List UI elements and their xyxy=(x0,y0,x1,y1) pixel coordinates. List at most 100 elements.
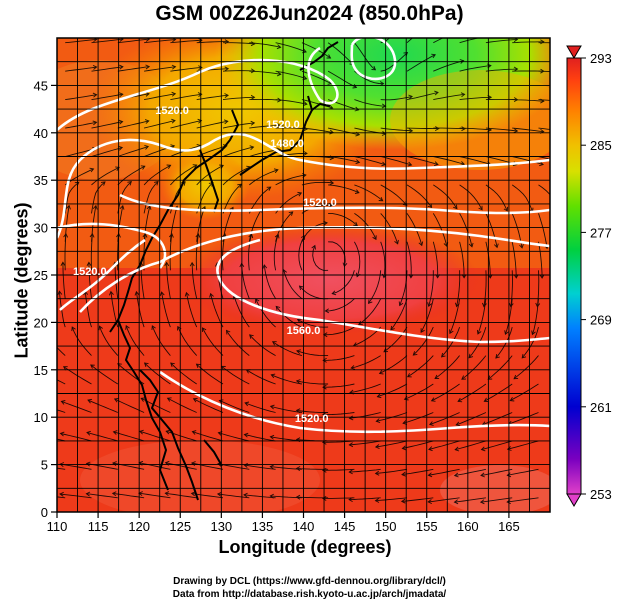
streamline xyxy=(441,326,461,358)
streamline xyxy=(406,38,414,44)
streamline xyxy=(401,468,434,476)
streamline xyxy=(84,291,92,328)
streamline xyxy=(432,241,439,278)
streamline xyxy=(193,398,224,413)
streamline-arrow xyxy=(434,90,439,96)
streamline-arrow xyxy=(165,429,171,435)
streamline-arrow xyxy=(521,353,527,359)
streamline-arrow xyxy=(250,94,256,100)
streamline-arrow xyxy=(119,38,124,42)
streamline xyxy=(144,362,171,385)
streamline-arrow xyxy=(271,341,277,346)
streamline-arrow xyxy=(481,302,487,308)
streamline xyxy=(459,127,492,131)
streamline-arrow xyxy=(493,243,499,249)
streamline xyxy=(433,93,465,101)
streamline-arrow xyxy=(390,325,395,331)
streamline-arrow xyxy=(164,491,170,497)
streamline-arrow xyxy=(85,461,91,467)
streamline-arrow xyxy=(503,206,508,212)
streamline xyxy=(390,298,408,331)
streamline-arrow xyxy=(295,466,301,471)
streamline-arrow xyxy=(127,181,132,186)
streamline xyxy=(459,184,483,211)
streamline xyxy=(328,212,358,227)
x-tick-label: 115 xyxy=(88,519,109,534)
streamline-arrow xyxy=(401,471,406,477)
y-tick-label: 40 xyxy=(34,126,48,141)
streamline xyxy=(169,206,178,242)
streamline-arrow xyxy=(273,168,279,174)
streamline-arrow xyxy=(531,330,536,336)
streamline xyxy=(511,241,517,278)
streamline xyxy=(170,362,197,385)
streamline xyxy=(60,432,92,442)
streamline-arrow xyxy=(297,191,303,197)
streamline xyxy=(65,66,97,72)
streamline xyxy=(420,298,434,333)
streamline xyxy=(195,233,199,271)
streamline-arrow xyxy=(153,180,159,186)
streamline xyxy=(328,184,360,194)
streamline xyxy=(59,493,92,499)
streamline xyxy=(538,70,550,72)
streamline-arrow xyxy=(348,415,354,421)
streamline xyxy=(538,99,550,101)
streamline xyxy=(401,497,434,502)
streamline xyxy=(358,298,382,325)
contour-label: 1520.0 xyxy=(295,413,329,425)
streamline xyxy=(322,440,355,443)
streamline xyxy=(406,127,439,130)
x-tick-label: 140 xyxy=(293,519,315,534)
streamline xyxy=(428,497,460,503)
streamline-arrow xyxy=(166,397,172,402)
streamline-arrow xyxy=(225,329,231,335)
streamline-arrow xyxy=(326,54,332,59)
streamline-arrow xyxy=(198,38,203,43)
streamline-arrow xyxy=(59,462,65,467)
streamline xyxy=(322,468,355,471)
streamline xyxy=(143,164,171,186)
streamline xyxy=(246,369,276,385)
streamline xyxy=(461,355,487,380)
streamline xyxy=(65,121,97,129)
streamline xyxy=(117,120,149,129)
streamline-arrow xyxy=(224,66,230,72)
streamline xyxy=(270,436,302,442)
streamline xyxy=(323,355,355,361)
streamline-arrow xyxy=(164,261,170,267)
streamline-arrow xyxy=(398,301,404,307)
streamline xyxy=(504,298,513,335)
streamline xyxy=(402,412,434,424)
y-tick-label: 15 xyxy=(34,363,48,378)
streamline-arrow xyxy=(57,290,63,296)
streamline-arrow xyxy=(86,430,91,436)
streamline-arrow xyxy=(92,120,98,126)
streamline-arrow xyxy=(455,421,461,427)
streamline-arrow xyxy=(406,373,412,378)
streamline-arrow xyxy=(535,302,541,308)
streamline xyxy=(485,68,518,72)
streamline-arrow xyxy=(434,126,440,131)
streamline-arrow xyxy=(480,446,486,452)
streamline xyxy=(139,462,171,470)
streamline-arrow xyxy=(331,290,337,296)
streamline-arrow xyxy=(296,349,301,355)
streamline xyxy=(64,205,70,242)
streamline-arrow xyxy=(418,241,424,247)
streamline-arrow xyxy=(480,472,485,478)
streamline xyxy=(143,205,151,242)
streamline xyxy=(507,440,539,450)
streamline xyxy=(244,434,276,442)
streamline-arrow xyxy=(461,375,466,380)
streamline xyxy=(407,355,434,378)
streamline-arrow xyxy=(145,64,151,70)
streamline-arrow xyxy=(277,123,282,129)
streamline xyxy=(270,466,302,470)
streamline-arrow xyxy=(195,233,201,238)
streamline xyxy=(270,405,302,413)
streamline-arrow xyxy=(250,41,256,47)
streamline-arrow xyxy=(555,208,559,212)
streamline-arrow xyxy=(139,429,144,435)
streamline-arrow xyxy=(430,397,436,402)
